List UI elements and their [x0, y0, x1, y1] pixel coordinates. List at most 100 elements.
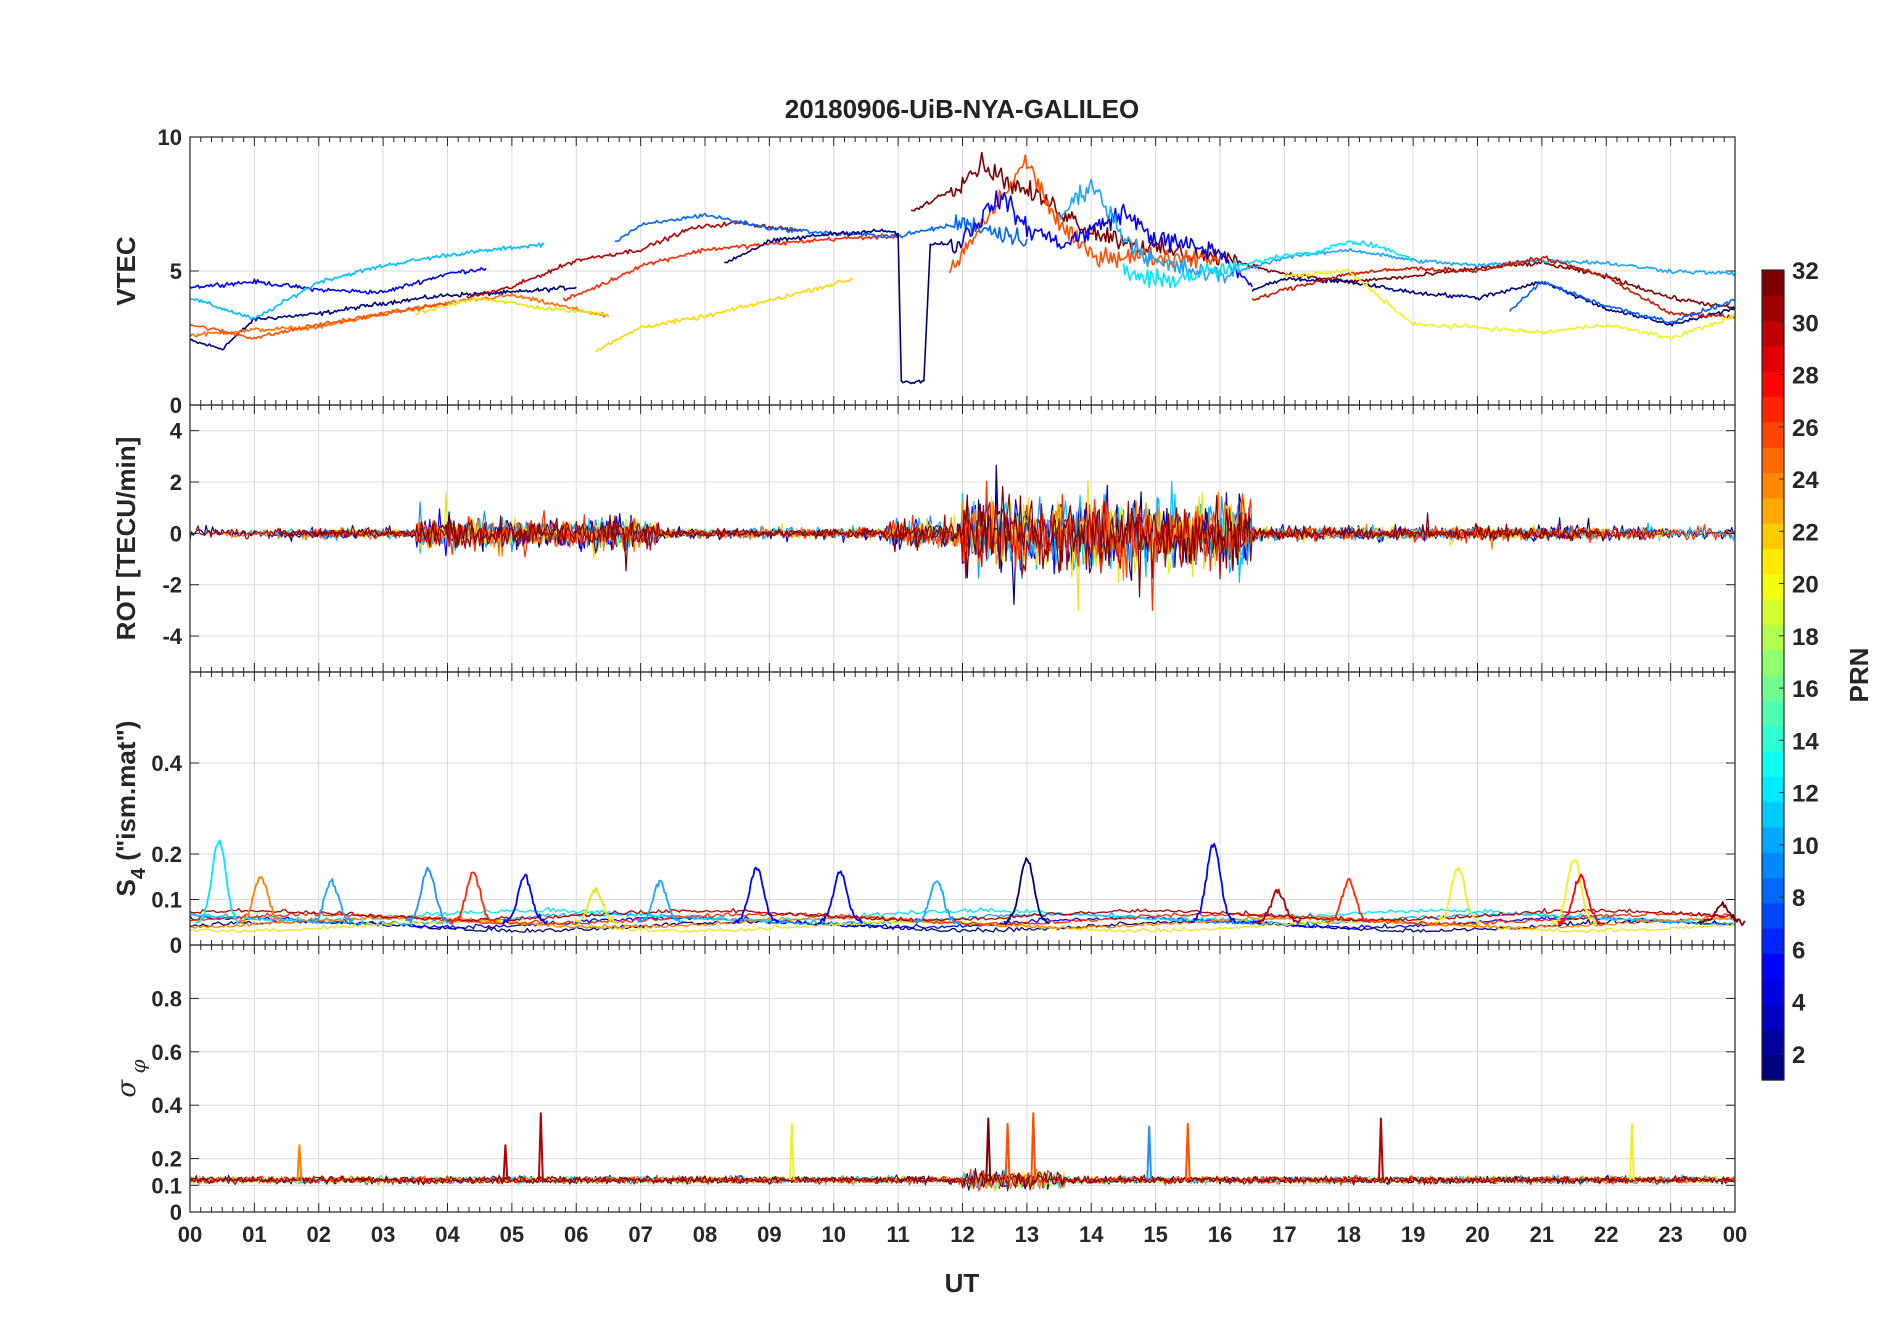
y-tick-label: 5: [170, 259, 182, 284]
colorbar-swatch: [1762, 345, 1784, 372]
series-line: [501, 873, 549, 925]
colorbar-tick-label: 16: [1792, 676, 1819, 703]
y-tick-label: 0: [170, 393, 182, 418]
y-axis-label-main: σ: [112, 1079, 142, 1098]
series-line: [404, 866, 452, 925]
x-tick-label: 06: [564, 1222, 588, 1247]
series-line: [189, 918, 1736, 933]
series-line: [189, 1170, 1736, 1193]
series-line: [1003, 857, 1050, 926]
y-axis-label: ROT [TECU/min]: [111, 437, 141, 641]
y-tick-label: 0.4: [151, 1093, 182, 1118]
x-tick-label: 01: [242, 1222, 266, 1247]
colorbar-tick-label: 30: [1792, 310, 1819, 337]
series-line: [1435, 866, 1482, 925]
series-line: [1184, 1122, 1191, 1181]
series-line: [189, 907, 1736, 922]
series-line: [308, 878, 354, 924]
y-tick-label: 0.8: [151, 986, 182, 1011]
colorbar-swatch: [1762, 953, 1784, 980]
ticks: -4 -2 0 2 4: [162, 405, 1736, 672]
y-axis-label-suffix: ("ism.mat"): [111, 721, 141, 868]
ticks: 00.10.2 0.4 0.6 0.8: [151, 945, 1736, 1225]
y-tick-label: 0: [170, 933, 182, 958]
colorbar-swatch: [1762, 624, 1784, 651]
s4-panel: 00.10.20.4S4 ("ism.mat"): [111, 671, 1746, 958]
series-line: [913, 880, 961, 925]
x-tick-label: 08: [693, 1222, 717, 1247]
x-tick-label: 23: [1658, 1222, 1682, 1247]
colorbar-swatch: [1762, 675, 1784, 701]
series-line: [195, 493, 1672, 580]
y-tick-label: 0.6: [151, 1040, 182, 1065]
series-line: [189, 1167, 1736, 1188]
series-line: [1550, 859, 1598, 926]
series-line: [562, 233, 899, 302]
series-line: [1146, 1125, 1153, 1181]
colorbar-tick-label: 28: [1792, 363, 1819, 390]
colorbar-swatch: [1762, 320, 1784, 347]
series-line: [237, 876, 283, 925]
series-line: [733, 866, 780, 925]
colorbar-swatch: [1762, 497, 1784, 524]
x-tick-label: 13: [1015, 1222, 1039, 1247]
colorbar-swatch: [1762, 978, 1784, 1005]
x-tick-label: 07: [628, 1222, 652, 1247]
x-tick-label: 00: [1723, 1222, 1747, 1247]
colorbar-frame: [1761, 269, 1785, 1081]
y-axis-label-subscript: φ: [126, 1059, 150, 1079]
x-tick-label: 02: [307, 1222, 331, 1247]
colorbar-swatch: [1762, 472, 1784, 499]
series-line: [1255, 888, 1302, 924]
colorbar-tick-label: 18: [1792, 624, 1819, 651]
colorbar-tick-label: 4: [1792, 990, 1806, 1017]
colorbar-tick-label: 6: [1792, 937, 1805, 964]
colorbar-tick-label: 2: [1792, 1042, 1805, 1069]
x-tick-label: 04: [435, 1222, 460, 1247]
colorbar-tick-label: 22: [1792, 519, 1819, 546]
x-tick-label: 03: [371, 1222, 395, 1247]
x-tick-label: 22: [1594, 1222, 1618, 1247]
series-line: [614, 212, 1028, 247]
colorbar-swatch: [1762, 548, 1784, 575]
colorbar-swatch: [1762, 1004, 1784, 1030]
series-line: [1190, 842, 1237, 924]
series-line: [195, 839, 241, 925]
series-line: [948, 154, 1221, 274]
series-line: [572, 886, 619, 925]
y-axis-label: VTEC: [111, 236, 141, 306]
x-tick-label: 18: [1337, 1222, 1361, 1247]
series-line: [189, 1169, 1736, 1192]
figure-title: 20180906-UiB-NYA-GALILEO: [785, 94, 1140, 124]
colorbar-swatch: [1762, 573, 1784, 600]
series-line: [1004, 1122, 1011, 1181]
series-line: [1283, 268, 1736, 340]
x-tick-label: 16: [1208, 1222, 1232, 1247]
colorbar-swatch: [1762, 523, 1784, 550]
grid: [190, 945, 1735, 1213]
x-tick-label: 20: [1465, 1222, 1489, 1247]
colorbar-swatch: [1762, 700, 1784, 727]
data-series: [189, 151, 1736, 385]
y-tick-label: -4: [162, 624, 182, 649]
colorbar-swatch: [1762, 776, 1784, 803]
y-axis-label-main: S: [111, 879, 141, 896]
colorbar-swatch: [1762, 371, 1784, 398]
series-line: [331, 480, 1672, 612]
series-line: [189, 906, 1736, 922]
y-tick-label: 0.1: [151, 1173, 182, 1198]
series-line: [1325, 877, 1373, 923]
y-tick-label: -2: [162, 573, 182, 598]
colorbar-swatch: [1762, 902, 1784, 929]
series-line: [279, 485, 1607, 598]
series-line: [1629, 1122, 1635, 1181]
sigma-phi-panel: 00.10.2 0.4 0.6 0.8 00 01 02 03 04 05 06 07 08 09 10 11…: [112, 944, 1747, 1247]
x-tick-label: 21: [1530, 1222, 1554, 1247]
colorbar-swatch: [1762, 801, 1784, 828]
series-line: [189, 266, 487, 295]
series-line: [789, 1122, 795, 1181]
grid: [190, 672, 1735, 946]
series-line: [724, 228, 964, 385]
colorbar-swatch: [1762, 852, 1784, 879]
